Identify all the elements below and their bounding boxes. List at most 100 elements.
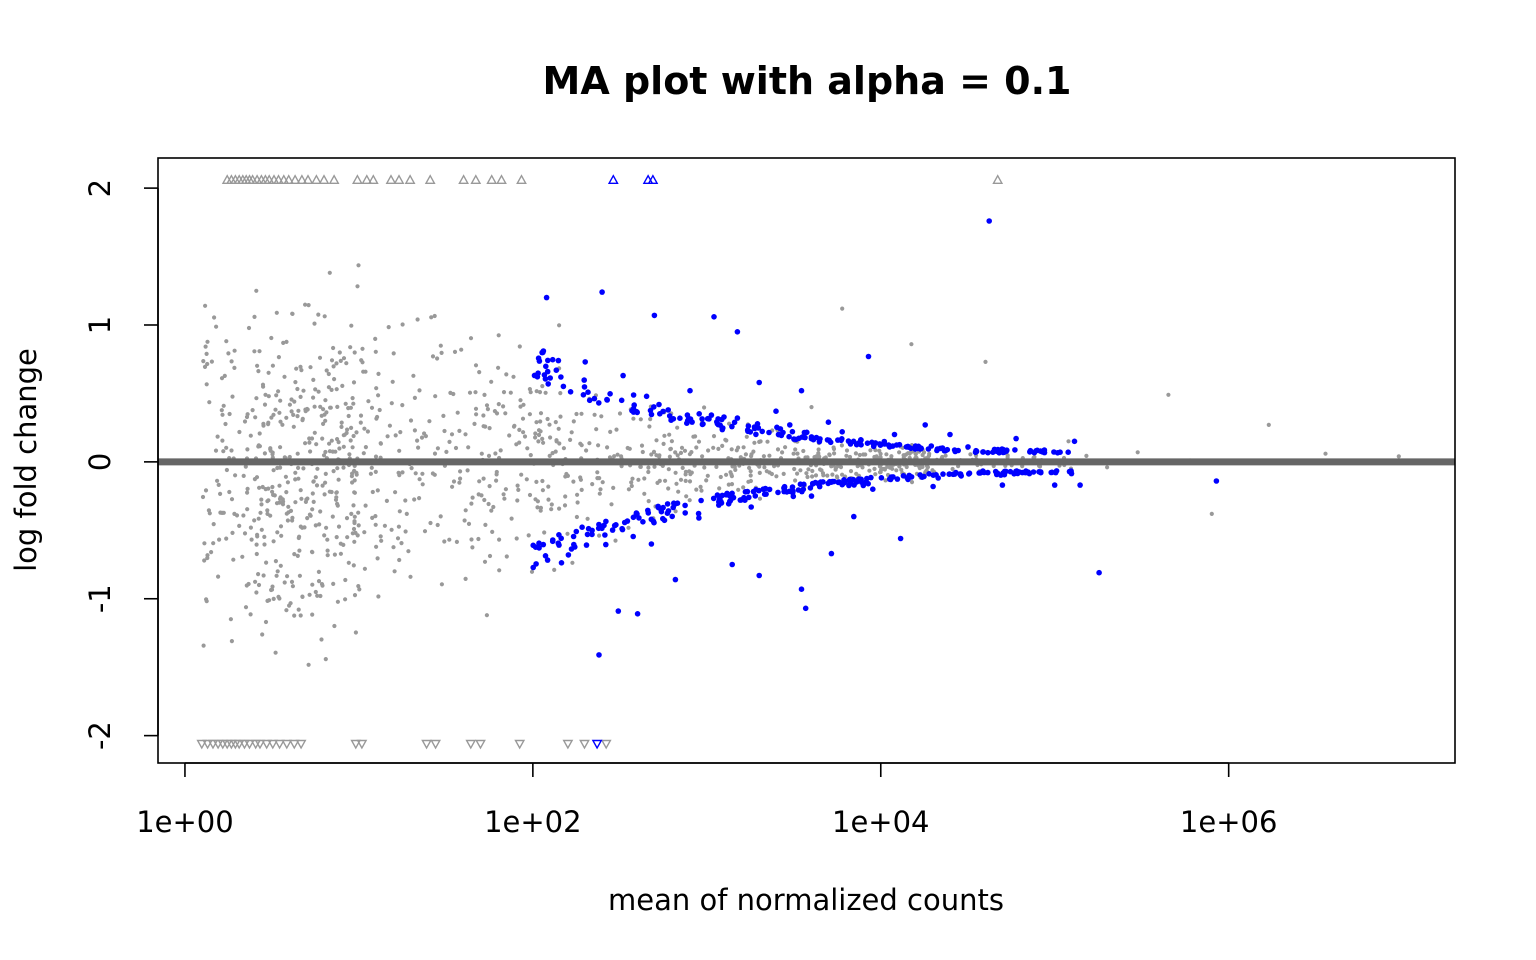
significant-point xyxy=(560,383,567,390)
significant-point xyxy=(555,540,562,546)
y-axis: -2 -1 0 1 2 xyxy=(83,179,159,750)
significant-point xyxy=(710,495,717,502)
significant-point xyxy=(558,560,565,566)
significant-point xyxy=(624,518,631,524)
significant-point xyxy=(607,391,613,397)
significant-point xyxy=(589,527,595,534)
significant-point xyxy=(664,501,671,507)
significant-point xyxy=(665,407,671,413)
significant-point xyxy=(828,550,835,557)
significant-point xyxy=(611,522,618,529)
significant-point xyxy=(545,357,551,364)
clipped-high-marker xyxy=(318,174,330,185)
significant-point xyxy=(589,531,595,538)
significant-point xyxy=(672,576,679,583)
significant-point xyxy=(752,493,759,499)
significant-point xyxy=(801,429,808,436)
significant-point xyxy=(965,444,971,450)
significant-point xyxy=(1068,470,1075,477)
significant-point xyxy=(748,504,754,510)
clipped-low-marker xyxy=(207,739,219,750)
significant-point xyxy=(536,540,542,546)
clipped-low-marker xyxy=(281,739,293,750)
significant-point xyxy=(730,494,737,501)
significant-point xyxy=(543,294,550,301)
significant-point xyxy=(781,488,787,495)
x-tick-label: 1e+02 xyxy=(484,805,582,839)
significant-point xyxy=(620,372,626,379)
significant-point xyxy=(934,447,940,454)
significant-point xyxy=(1065,449,1071,456)
significant-point xyxy=(1096,569,1102,576)
significant-point xyxy=(999,482,1006,488)
significant-point xyxy=(1077,482,1083,488)
significant-point xyxy=(922,422,928,428)
significant-point xyxy=(696,411,702,417)
clipped-high-marker xyxy=(607,174,619,185)
significant-point xyxy=(670,416,677,422)
significant-point xyxy=(946,471,953,477)
significant-point xyxy=(905,443,911,450)
significant-point xyxy=(729,423,735,430)
significant-point xyxy=(581,384,588,390)
clipped-high-marker xyxy=(404,174,416,185)
y-tick-label: -2 xyxy=(83,721,117,750)
significant-point xyxy=(744,488,751,495)
significant-point xyxy=(750,488,757,495)
significant-point xyxy=(1013,435,1019,442)
significant-point xyxy=(789,428,796,435)
significant-point xyxy=(539,349,545,356)
significant-point xyxy=(980,469,986,475)
significant-point xyxy=(940,471,946,477)
significant-point xyxy=(813,434,820,441)
significant-point xyxy=(630,409,637,415)
significant-point xyxy=(1051,449,1057,455)
significant-point xyxy=(952,448,958,455)
significant-point xyxy=(865,480,871,487)
significant-point xyxy=(1071,438,1078,445)
significant-point xyxy=(856,476,862,482)
significant-point xyxy=(891,431,898,438)
clipped-low-marker xyxy=(350,739,362,750)
significant-point xyxy=(801,481,807,488)
clipped-high-marker xyxy=(470,174,482,185)
significant-point xyxy=(1000,470,1006,477)
significant-point xyxy=(687,387,693,394)
clipped-high-marker xyxy=(496,174,507,185)
x-tick-label: 1e+04 xyxy=(832,805,930,839)
x-tick-label: 1e+00 xyxy=(136,805,234,839)
significant-point xyxy=(542,376,549,382)
significant-point xyxy=(699,421,706,428)
clipped-low-marker xyxy=(254,739,266,750)
significant-point xyxy=(990,449,996,456)
significant-point xyxy=(985,449,991,456)
significant-point xyxy=(905,476,911,483)
significant-point xyxy=(547,375,553,381)
clipped-high-marker xyxy=(393,174,405,185)
significant-point xyxy=(544,368,551,375)
significant-point xyxy=(780,429,786,436)
significant-point xyxy=(684,420,690,427)
significant-point xyxy=(669,513,675,520)
significant-point xyxy=(567,389,574,395)
significant-point xyxy=(655,503,661,510)
significant-point xyxy=(1027,447,1034,454)
significant-point xyxy=(714,420,721,427)
y-tick-label: -1 xyxy=(83,584,117,613)
significant-point xyxy=(535,355,542,362)
significant-point xyxy=(540,541,547,548)
clipped-high-marker xyxy=(385,174,397,185)
clipped-high-marker xyxy=(516,174,527,185)
significant-point xyxy=(630,533,636,540)
clipped-low-marker xyxy=(196,739,208,750)
clipped-low-marker xyxy=(233,739,245,750)
significant-point xyxy=(896,441,903,448)
significant-point xyxy=(1057,449,1063,456)
significant-point xyxy=(532,544,539,550)
significant-point xyxy=(744,427,751,433)
significant-point xyxy=(790,488,796,495)
significant-point xyxy=(573,528,580,535)
significant-point xyxy=(763,491,769,497)
significant-point xyxy=(774,424,780,431)
